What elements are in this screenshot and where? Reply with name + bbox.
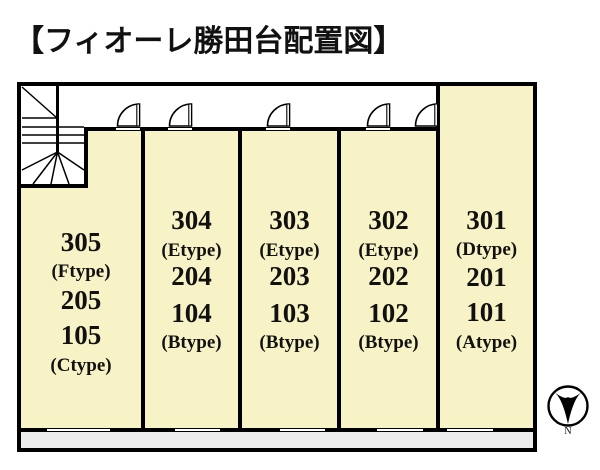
unit-301: 301 (Dtype) 201 101 (Atype): [440, 86, 533, 428]
room-number: 202: [368, 261, 409, 291]
room-type-label: (Etype): [358, 240, 419, 261]
room-number: 101: [466, 297, 507, 327]
room-number: 103: [269, 298, 310, 328]
unit-divider: [436, 86, 440, 432]
corridor-wall: [85, 127, 440, 131]
door-swing-icon: [168, 103, 193, 127]
unit-303: 303 (Etype) 203 103 (Btype): [242, 131, 337, 428]
room-number: 102: [368, 298, 409, 328]
window-opening: [47, 428, 110, 432]
unit-304: 304 (Etype) 204 104 (Btype): [145, 131, 238, 428]
unit-divider: [141, 131, 145, 432]
room-number: 301: [466, 205, 507, 235]
building-outline: 305 (Ftype) 205 105 (Ctype) 304 (Etype) …: [17, 82, 537, 452]
page-title: 【フィオーレ勝田台配置図】: [14, 25, 404, 58]
compass-north-icon: [547, 385, 589, 427]
unit-302: 302 (Etype) 202 102 (Btype): [341, 131, 436, 428]
door-swing-icon: [116, 103, 141, 127]
room-type-label: (Ctype): [50, 355, 112, 376]
room-type-label: (Etype): [161, 240, 222, 261]
room-number: 104: [171, 298, 212, 328]
room-number: 304: [171, 205, 212, 235]
door-swing-icon: [366, 103, 391, 127]
room-number: 203: [269, 261, 310, 291]
door-swing-icon: [266, 103, 291, 127]
unit-divider: [337, 131, 341, 432]
door-swing-icon: [414, 103, 439, 127]
room-number: 305: [60, 227, 102, 257]
room-type-label: (Ftype): [51, 261, 111, 282]
room-number: 205: [60, 285, 102, 315]
room-type-label: (Btype): [259, 332, 320, 353]
room-type-label: (Btype): [358, 332, 419, 353]
door-threshold: [366, 127, 390, 131]
room-type-label: (Atype): [455, 332, 518, 353]
balcony-strip: [21, 432, 533, 448]
room-number: 201: [466, 262, 507, 292]
room-number: 204: [171, 261, 212, 291]
room-number: 302: [368, 205, 409, 235]
room-number: 105: [60, 320, 102, 350]
window-opening: [175, 428, 220, 432]
room-type-label: (Etype): [259, 240, 320, 261]
door-threshold: [116, 127, 140, 131]
door-threshold: [266, 127, 290, 131]
compass-north-label: N: [564, 426, 572, 437]
window-opening: [377, 428, 423, 432]
door-threshold: [168, 127, 192, 131]
room-type-label: (Dtype): [455, 239, 518, 260]
room-type-label: (Btype): [161, 332, 222, 353]
room-number: 303: [269, 205, 310, 235]
unit-divider: [238, 131, 242, 432]
window-opening: [447, 428, 493, 432]
staircase-icon: [21, 86, 88, 188]
window-opening: [280, 428, 325, 432]
balcony-wall: [21, 428, 533, 432]
